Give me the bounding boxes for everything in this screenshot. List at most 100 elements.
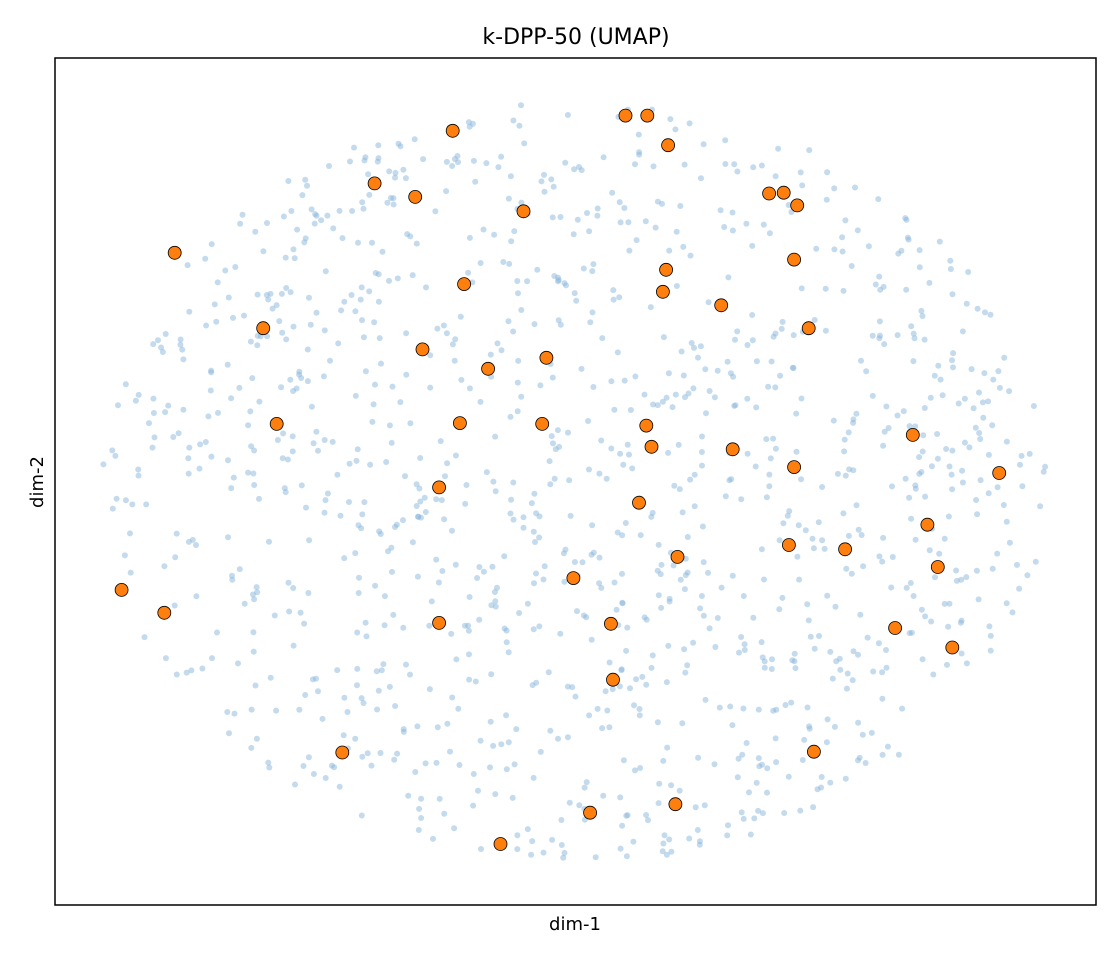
background-point xyxy=(652,224,659,231)
background-point xyxy=(334,471,341,478)
background-point xyxy=(248,744,255,751)
background-point xyxy=(248,706,255,713)
background-point xyxy=(776,606,783,613)
background-point xyxy=(141,634,148,641)
background-point xyxy=(668,848,675,855)
selected-point xyxy=(639,418,654,433)
background-point xyxy=(671,482,678,489)
background-point xyxy=(594,205,601,212)
background-point xyxy=(785,773,792,780)
background-point xyxy=(224,709,231,715)
background-point xyxy=(355,239,361,246)
background-point xyxy=(387,195,394,201)
background-point xyxy=(248,443,255,450)
background-point xyxy=(863,368,870,375)
background-point xyxy=(636,712,643,719)
background-point xyxy=(555,277,562,284)
background-point xyxy=(266,538,272,545)
background-point xyxy=(273,707,280,714)
background-point xyxy=(677,576,684,583)
background-point xyxy=(306,537,313,544)
background-point xyxy=(573,297,580,304)
background-point xyxy=(831,185,838,192)
background-point xyxy=(764,765,771,772)
background-point xyxy=(1037,503,1044,510)
background-point xyxy=(953,577,960,584)
background-point xyxy=(115,402,121,409)
background-point xyxy=(654,719,661,726)
background-point xyxy=(617,450,624,457)
background-point xyxy=(354,446,361,453)
background-point xyxy=(934,431,941,437)
background-point xyxy=(583,614,590,621)
background-point xyxy=(492,598,499,605)
background-point xyxy=(755,807,762,814)
background-point xyxy=(565,429,571,436)
background-point xyxy=(738,809,745,816)
background-point xyxy=(507,173,514,180)
background-point xyxy=(599,335,606,342)
background-point xyxy=(623,812,630,819)
background-point xyxy=(224,361,231,368)
background-point xyxy=(331,764,338,771)
background-point xyxy=(619,570,625,577)
background-point xyxy=(618,667,625,674)
background-point xyxy=(534,266,541,273)
background-point xyxy=(386,683,393,690)
background-point xyxy=(682,572,689,579)
background-point xyxy=(684,662,691,669)
background-point xyxy=(397,143,404,150)
background-point xyxy=(687,252,694,259)
background-point xyxy=(322,775,329,781)
background-point xyxy=(623,647,630,654)
background-point xyxy=(364,750,371,757)
background-point xyxy=(337,512,344,519)
background-point xyxy=(298,482,305,489)
background-point xyxy=(976,389,982,396)
background-point xyxy=(501,553,508,560)
background-point xyxy=(330,225,337,232)
background-point xyxy=(949,291,956,298)
background-point xyxy=(537,382,544,389)
background-point xyxy=(541,563,548,570)
background-point xyxy=(322,268,329,275)
background-point xyxy=(271,612,278,619)
background-point xyxy=(302,176,309,183)
background-point xyxy=(442,473,448,480)
background-point xyxy=(637,532,644,539)
background-point xyxy=(279,329,286,336)
background-point xyxy=(285,579,292,586)
background-point xyxy=(563,282,569,289)
background-point xyxy=(926,547,933,554)
background-point xyxy=(239,211,246,218)
background-point xyxy=(494,340,501,347)
background-point xyxy=(911,335,918,342)
background-point xyxy=(462,622,468,629)
background-point xyxy=(974,511,981,518)
background-point xyxy=(779,594,786,601)
background-point xyxy=(797,169,804,176)
background-point xyxy=(400,166,407,173)
background-point xyxy=(648,664,655,671)
background-point xyxy=(895,751,902,758)
background-point xyxy=(448,630,455,637)
selected-point xyxy=(493,837,508,851)
background-point xyxy=(655,800,662,807)
background-point xyxy=(430,835,436,842)
background-point xyxy=(488,671,495,678)
background-point xyxy=(443,330,450,337)
background-point xyxy=(411,136,418,143)
background-point xyxy=(981,370,988,377)
background-point xyxy=(986,623,993,630)
background-point xyxy=(777,372,784,379)
background-point xyxy=(657,571,664,578)
background-point xyxy=(621,205,628,211)
background-point xyxy=(622,520,629,526)
background-point xyxy=(547,727,554,734)
background-point xyxy=(637,765,644,771)
background-point xyxy=(935,362,942,369)
selected-point xyxy=(539,350,554,365)
background-point xyxy=(611,406,618,413)
background-point xyxy=(949,486,956,493)
background-point xyxy=(360,700,367,706)
